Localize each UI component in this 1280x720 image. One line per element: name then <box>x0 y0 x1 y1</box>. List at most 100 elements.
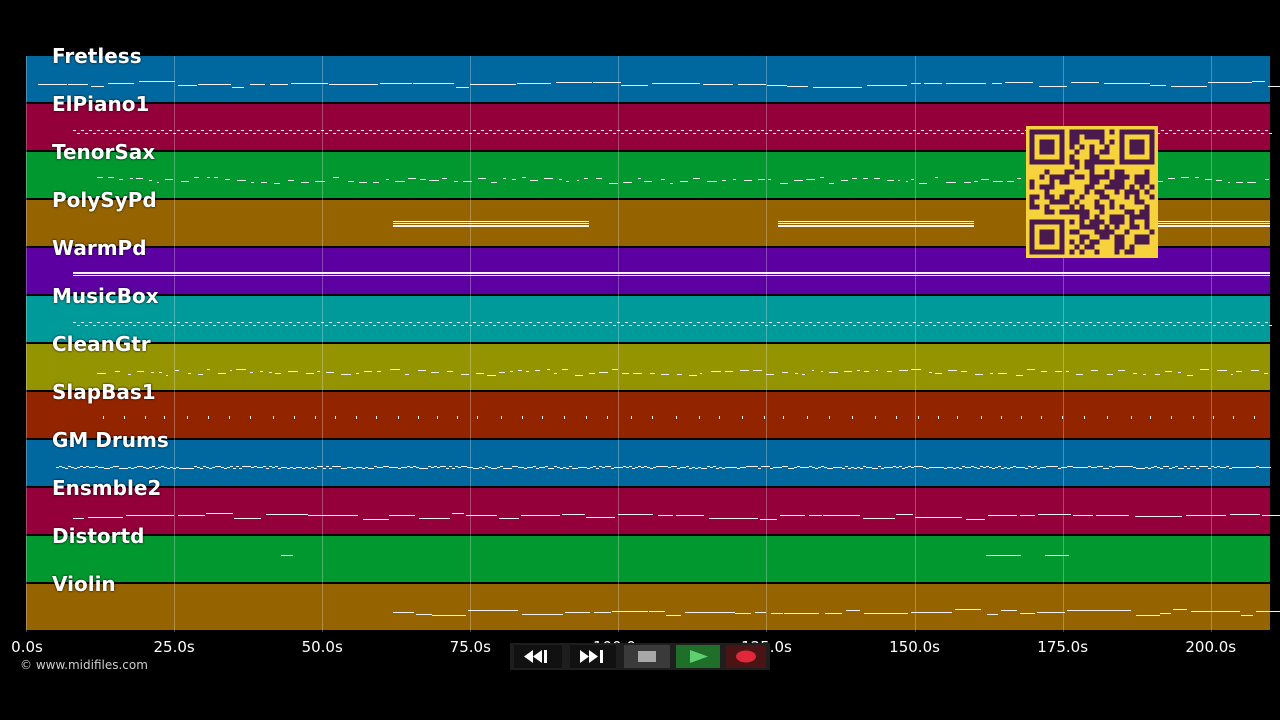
midi-note <box>823 466 827 468</box>
midi-note <box>769 467 773 469</box>
midi-note <box>949 325 953 326</box>
midi-note <box>702 83 733 85</box>
midi-note <box>876 370 879 372</box>
midi-note <box>93 133 97 134</box>
midi-note <box>546 369 551 371</box>
midi-note <box>361 130 365 131</box>
midi-note <box>845 609 860 611</box>
midi-note <box>353 322 357 323</box>
midi-note <box>898 466 902 468</box>
midi-note <box>1060 467 1064 469</box>
midi-note <box>364 467 368 469</box>
midi-note <box>174 370 179 372</box>
midi-note <box>1081 322 1085 323</box>
track-label: SlapBas1 <box>52 380 156 404</box>
midi-note <box>571 467 575 469</box>
midi-note <box>617 322 621 323</box>
midi-note <box>117 133 121 134</box>
midi-note <box>757 325 761 326</box>
midi-note <box>1229 325 1233 326</box>
midi-note <box>1213 325 1217 326</box>
midi-note <box>588 372 595 374</box>
midi-note <box>1221 325 1225 326</box>
midi-note <box>433 130 437 131</box>
record-button[interactable] <box>726 645 766 668</box>
midi-note <box>1107 416 1109 419</box>
midi-note <box>1168 467 1172 469</box>
midi-note <box>205 325 209 326</box>
midi-note <box>177 322 181 323</box>
midi-note <box>1165 133 1169 134</box>
midi-note <box>919 466 923 468</box>
midi-note <box>1213 133 1217 134</box>
midi-note <box>844 371 853 373</box>
midi-note <box>1013 325 1017 326</box>
midi-note <box>712 466 716 468</box>
midi-note <box>181 180 190 182</box>
midi-note <box>151 466 155 468</box>
midi-note <box>1253 133 1257 134</box>
midi-note <box>823 515 861 517</box>
midi-note <box>331 466 335 468</box>
midi-note <box>118 178 123 180</box>
midi-note <box>797 133 801 134</box>
midi-note <box>1012 466 1016 468</box>
midi-note <box>1062 225 1270 227</box>
midi-note <box>667 466 671 468</box>
midi-note <box>989 325 993 326</box>
midi-note <box>649 372 655 374</box>
midi-note <box>1225 466 1229 468</box>
play-button[interactable] <box>676 645 720 668</box>
midi-note <box>1040 371 1048 373</box>
midi-note <box>412 466 416 468</box>
midi-note <box>1065 370 1069 372</box>
midi-note <box>1165 370 1173 372</box>
midi-note <box>505 467 509 469</box>
midi-note <box>109 325 113 326</box>
midi-note <box>454 181 459 183</box>
midi-note <box>985 466 989 468</box>
midi-note <box>352 467 356 469</box>
midi-note <box>532 466 536 468</box>
fast-forward-button[interactable] <box>570 645 616 668</box>
midi-note <box>617 130 621 131</box>
midi-note <box>357 133 361 134</box>
midi-note <box>1075 373 1084 375</box>
midi-note <box>957 416 959 419</box>
midi-note <box>769 130 773 131</box>
midi-note <box>325 466 329 468</box>
midi-note <box>1249 466 1253 468</box>
rewind-button[interactable] <box>514 645 562 668</box>
midi-note <box>73 130 77 131</box>
midi-note <box>456 416 458 419</box>
midi-note <box>685 466 689 468</box>
midi-note <box>274 373 282 375</box>
midi-note <box>787 85 809 87</box>
midi-note <box>91 467 95 469</box>
midi-note <box>101 133 105 134</box>
midi-note <box>505 322 509 323</box>
midi-note <box>265 130 269 131</box>
midi-note <box>941 133 945 134</box>
midi-note <box>198 83 231 85</box>
midi-note <box>1160 613 1172 615</box>
midi-note <box>1045 325 1049 326</box>
midi-note <box>166 374 169 376</box>
midi-note <box>453 133 457 134</box>
midi-note <box>669 325 673 326</box>
midi-note <box>957 325 961 326</box>
midi-note <box>598 372 608 374</box>
midi-note <box>157 181 160 183</box>
midi-note <box>1015 466 1019 468</box>
midi-note <box>732 179 736 181</box>
midi-note <box>655 466 659 468</box>
midi-note <box>289 130 293 131</box>
stop-button[interactable] <box>624 645 670 668</box>
midi-note <box>535 467 539 469</box>
midi-note <box>178 515 205 517</box>
midi-note <box>561 514 586 516</box>
midi-note <box>877 133 881 134</box>
midi-note <box>181 467 185 469</box>
midi-note <box>793 467 797 469</box>
midi-note <box>1185 130 1189 131</box>
